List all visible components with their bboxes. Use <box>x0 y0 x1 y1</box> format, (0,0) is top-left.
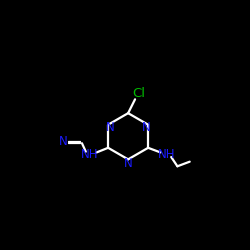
Text: NH: NH <box>158 148 175 161</box>
Text: N: N <box>124 158 132 170</box>
Text: N: N <box>106 120 115 134</box>
Text: N: N <box>142 120 150 134</box>
Text: NH: NH <box>81 148 98 161</box>
Text: Cl: Cl <box>132 87 145 100</box>
Text: N: N <box>59 135 68 148</box>
